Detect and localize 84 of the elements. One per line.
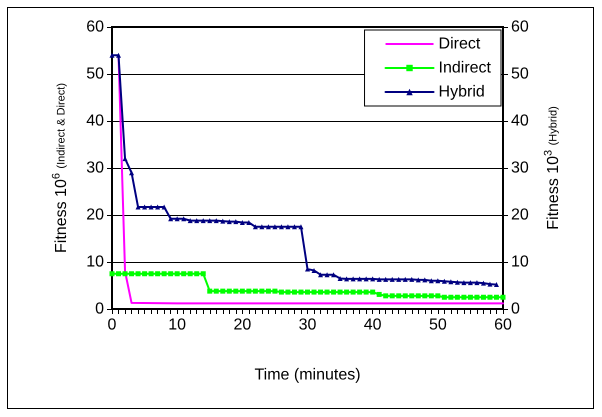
point — [246, 220, 252, 226]
point — [448, 279, 454, 284]
x-tick-label: 50 — [428, 316, 447, 334]
point — [194, 218, 200, 224]
y-tick-label: 30 — [86, 160, 104, 176]
point — [494, 282, 499, 288]
y2-tick-label: 10 — [511, 254, 529, 270]
y2-tick-label: 60 — [511, 18, 529, 36]
point — [240, 220, 245, 226]
point — [110, 52, 114, 58]
point — [207, 218, 212, 224]
y-tick-label: 20 — [86, 206, 104, 224]
point — [266, 224, 271, 230]
y2-tick-label: 30 — [511, 160, 529, 176]
point — [435, 278, 440, 284]
point — [226, 219, 232, 224]
point — [376, 276, 382, 282]
point — [155, 204, 160, 210]
point — [364, 276, 369, 282]
point — [214, 218, 219, 224]
point — [454, 280, 460, 285]
point — [129, 170, 134, 176]
point — [474, 280, 480, 286]
point — [350, 276, 356, 282]
x-tick-label: 0 — [108, 316, 117, 334]
y-axis-title: Fitness 106 (Indirect & Direct) — [50, 83, 70, 253]
point — [442, 278, 447, 284]
point — [318, 272, 324, 278]
point — [487, 282, 492, 287]
legend-label: Indirect — [438, 60, 492, 76]
point — [220, 218, 226, 224]
point — [168, 216, 174, 222]
point — [181, 216, 186, 222]
point — [142, 204, 148, 210]
point — [338, 276, 343, 281]
y-tick-label: 10 — [86, 254, 104, 270]
point — [116, 52, 122, 58]
legend-label: Hybrid — [438, 84, 485, 100]
x-tick-label: 60 — [494, 316, 512, 334]
point — [468, 280, 473, 286]
point — [480, 280, 486, 286]
point — [162, 204, 167, 210]
point — [428, 278, 434, 284]
point — [259, 224, 264, 230]
point — [324, 272, 330, 278]
point — [416, 277, 421, 282]
point — [278, 224, 284, 230]
y2-tick-label: 50 — [511, 66, 529, 82]
point — [422, 277, 428, 282]
point — [312, 268, 317, 273]
point — [396, 276, 402, 282]
point — [461, 280, 466, 286]
point — [402, 276, 408, 282]
point — [188, 218, 193, 224]
point — [383, 276, 388, 282]
point — [331, 272, 336, 278]
point — [390, 276, 395, 282]
point — [174, 216, 180, 222]
point — [298, 224, 304, 230]
x-tick-label: 40 — [364, 316, 382, 334]
point — [409, 276, 414, 282]
point — [344, 276, 350, 282]
point — [148, 204, 154, 210]
point — [252, 224, 258, 230]
point — [292, 224, 297, 230]
point — [357, 276, 362, 282]
x-tick-label: 10 — [168, 316, 186, 334]
x-axis-title: Time (minutes) — [254, 366, 361, 384]
y-tick-label: 50 — [86, 66, 104, 82]
x-tick-label: 30 — [298, 316, 316, 334]
point — [200, 218, 206, 224]
y-tick-label: 40 — [86, 112, 104, 130]
y2-tick-label: 40 — [511, 112, 529, 130]
y2-tick-label: 0 — [511, 300, 520, 318]
point — [272, 224, 278, 230]
y-tick-label: 60 — [86, 18, 104, 36]
x-tick-label: 20 — [233, 316, 252, 334]
legend-label: Direct — [438, 36, 481, 52]
point — [233, 219, 238, 224]
y2-axis-title: Fitness 103 (Hybrid) — [542, 106, 562, 230]
y2-tick-label: 20 — [511, 206, 529, 224]
point — [370, 276, 376, 282]
y-tick-label: 0 — [95, 300, 104, 318]
point — [285, 224, 290, 230]
